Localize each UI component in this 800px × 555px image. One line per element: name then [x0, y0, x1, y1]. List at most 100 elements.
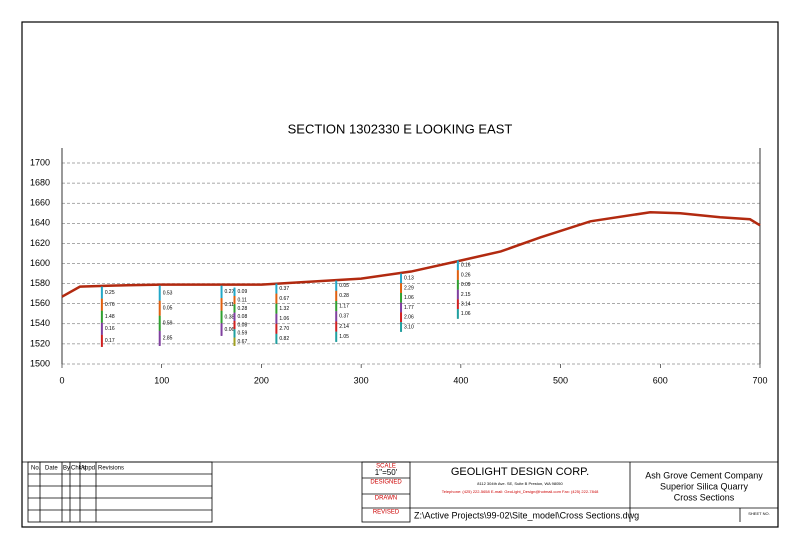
x-tick-label: 600 — [653, 375, 668, 385]
interval-label: 3.14 — [461, 302, 471, 308]
y-tick-label: 1500 — [30, 358, 50, 368]
company-name: GEOLIGHT DESIGN CORP. — [451, 466, 589, 478]
y-tick-label: 1620 — [30, 238, 50, 248]
interval-label: 2.70 — [279, 326, 289, 332]
interval-label: 0.59 — [238, 331, 248, 337]
x-tick-label: 100 — [154, 375, 169, 385]
y-tick-label: 1580 — [30, 278, 50, 288]
header: By — [63, 466, 70, 472]
hole-interval — [275, 333, 278, 344]
interval-label: 0.11 — [225, 302, 235, 308]
hole-interval — [158, 285, 161, 301]
y-tick-label: 1520 — [30, 338, 50, 348]
interval-label: 2.15 — [461, 292, 471, 298]
hole-interval — [100, 286, 103, 299]
hole-interval — [233, 304, 236, 313]
interval-label: 2.06 — [404, 315, 414, 321]
interval-label: 0.59 — [163, 321, 173, 327]
hole-interval — [233, 329, 236, 338]
hole-interval — [100, 310, 103, 323]
interval-label: 1.32 — [279, 306, 289, 312]
hole-interval — [400, 292, 403, 303]
hole-interval — [335, 321, 338, 332]
title-block-text: No. Date By Chk'd Appd. Revisions SCALE … — [31, 464, 770, 521]
y-tick-label: 1600 — [30, 258, 50, 268]
hole-interval — [335, 290, 338, 302]
interval-label: 0.16 — [461, 263, 471, 269]
scale-label: SCALE — [376, 464, 396, 470]
x-tick-label: 200 — [254, 375, 269, 385]
interval-label: 2.29 — [404, 285, 414, 291]
hole-interval — [275, 293, 278, 304]
hole-interval — [456, 299, 459, 310]
border — [21, 21, 779, 528]
client: Cross Sections — [674, 492, 735, 502]
company-address: 8112 304th Ave. SE, Suite B Preston, WA … — [477, 481, 563, 486]
interval-label: 0.26 — [461, 272, 471, 278]
interval-label: 0.53 — [163, 290, 173, 296]
hole-interval — [220, 298, 223, 311]
interval-label: 1.77 — [404, 305, 414, 311]
drawn: DRAWN — [375, 496, 397, 502]
interval-label: 2.85 — [163, 336, 173, 342]
x-tick-label: 0 — [59, 375, 64, 385]
interval-label: 1.17 — [339, 303, 349, 309]
interval-label: 0.37 — [339, 314, 349, 320]
hole-interval — [335, 311, 338, 322]
chart-title: SECTION 1302330 E LOOKING EAST — [288, 121, 513, 136]
hole-interval — [233, 337, 236, 346]
hole-interval — [400, 302, 403, 313]
interval-label: 0.37 — [279, 286, 289, 292]
client: Ash Grove Cement Company — [645, 470, 763, 480]
hole-interval — [100, 322, 103, 335]
hole-interval — [275, 283, 278, 294]
hole-interval — [220, 310, 223, 324]
y-tick-label: 1680 — [30, 177, 50, 187]
scale-value: 1"=50' — [375, 468, 398, 477]
hole-interval — [400, 273, 403, 284]
interval-label: 0.28 — [339, 293, 349, 299]
hole-interval — [400, 322, 403, 332]
y-tick-label: 1700 — [30, 157, 50, 167]
header: Appd. — [81, 466, 97, 472]
revised: REVISED — [373, 510, 400, 516]
y-tick-label: 1660 — [30, 198, 50, 208]
x-tick-label: 400 — [453, 375, 468, 385]
header: Chk'd — [71, 466, 86, 472]
x-tick-label: 500 — [553, 375, 568, 385]
x-tick-label: 300 — [354, 375, 369, 385]
designed: DESIGNED — [370, 480, 402, 486]
interval-label: 0.28 — [238, 306, 248, 312]
interval-label: 0.27 — [225, 289, 235, 295]
hole-interval — [456, 270, 459, 280]
interval-label: 0.76 — [105, 302, 115, 308]
interval-label: 0.05 — [339, 283, 349, 289]
hole-interval — [335, 331, 338, 342]
hole-interval — [456, 260, 459, 271]
interval-label: 3.10 — [404, 324, 414, 330]
header: Date — [45, 466, 58, 472]
hole-interval — [233, 295, 236, 305]
hole-interval — [100, 298, 103, 311]
header: Revisions — [98, 466, 124, 472]
interval-label: 0.11 — [238, 297, 248, 303]
client: Superior Silica Quarry — [660, 481, 749, 491]
interval-label: 0.06 — [225, 327, 235, 333]
interval-label: 0.09 — [238, 289, 248, 295]
interval-label: 1.05 — [339, 334, 349, 340]
hole-interval — [456, 279, 459, 290]
hole-interval — [158, 315, 161, 331]
hole-interval — [275, 303, 278, 314]
interval-label: 1.06 — [461, 311, 471, 317]
interval-label: 0.16 — [105, 326, 115, 332]
interval-label: 1.06 — [279, 316, 289, 322]
interval-label: 0.25 — [105, 290, 115, 296]
elevation-line — [61, 210, 761, 298]
y-tick-label: 1640 — [30, 218, 50, 228]
interval-label: 0.17 — [105, 338, 115, 344]
interval-label: 0.13 — [404, 276, 414, 282]
interval-label: 0.08 — [238, 322, 248, 328]
interval-label: 2.14 — [339, 324, 349, 330]
interval-label: 0.08 — [238, 314, 248, 320]
